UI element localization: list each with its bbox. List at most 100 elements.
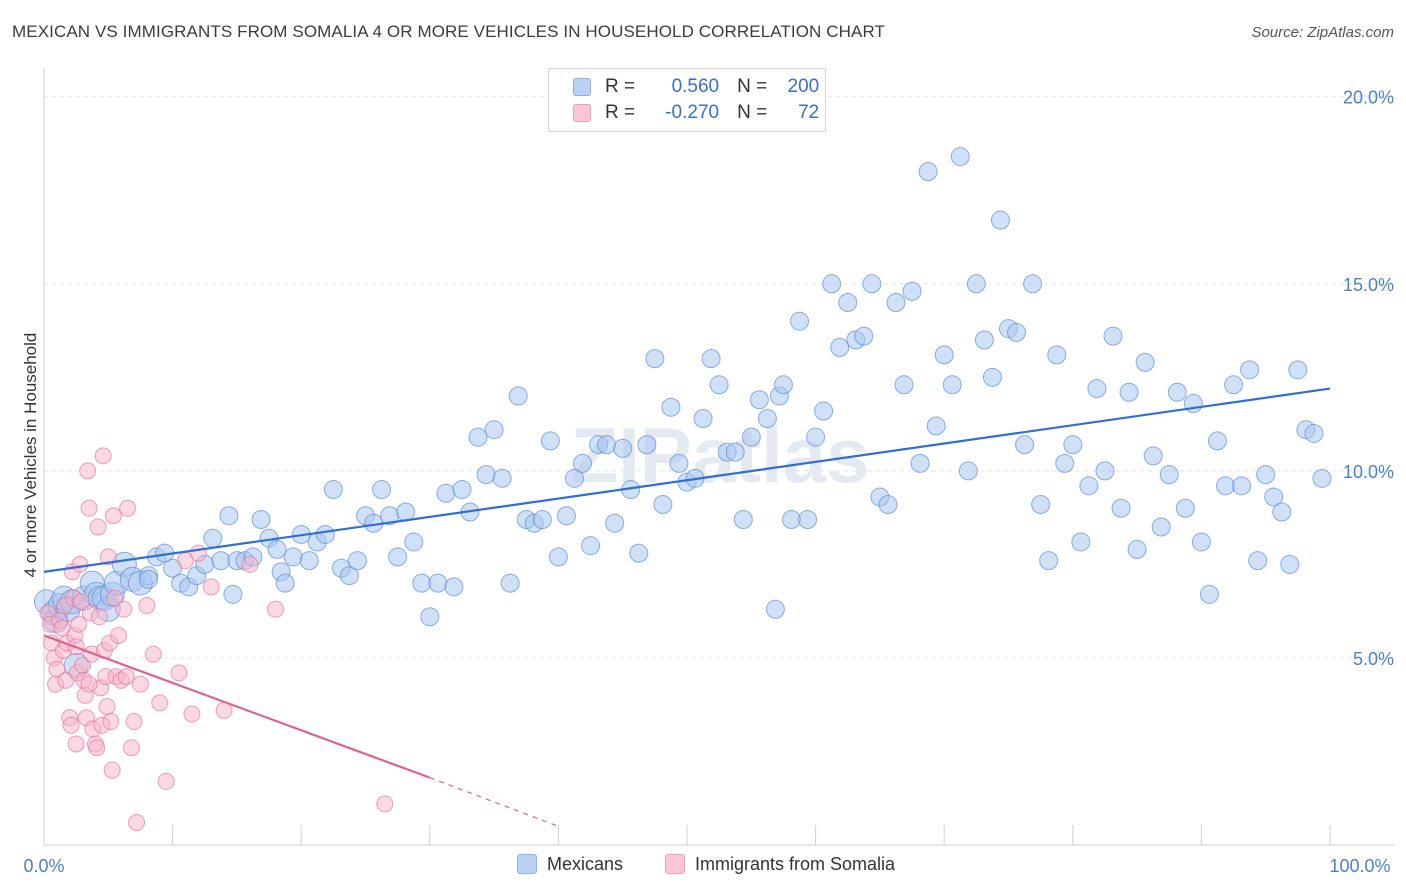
somalia-label: Immigrants from Somalia xyxy=(695,853,896,874)
data-point-somalia xyxy=(128,814,146,832)
data-point-mexicans xyxy=(1248,551,1268,571)
data-point-mexicans xyxy=(1063,435,1083,455)
data-point-mexicans xyxy=(741,427,761,447)
y-tick-labels: 5.0% 10.0% 15.0% 20.0% xyxy=(1343,88,1394,669)
legend-r-label: R = xyxy=(605,102,636,123)
data-point-somalia xyxy=(99,548,117,566)
bottom-legend-mexicans: Mexicans xyxy=(517,852,623,876)
data-point-somalia xyxy=(98,698,116,716)
data-point-mexicans xyxy=(1280,554,1300,574)
data-point-mexicans xyxy=(934,345,954,365)
data-point-mexicans xyxy=(733,509,753,529)
data-point-mexicans xyxy=(637,435,657,455)
data-point-mexicans xyxy=(669,453,689,473)
data-point-mexicans xyxy=(1071,532,1091,552)
legend-n-value: 72 xyxy=(798,102,820,123)
data-point-mexicans xyxy=(1023,274,1043,294)
data-point-mexicans xyxy=(211,551,231,571)
data-point-mexicans xyxy=(886,292,906,312)
data-point-mexicans xyxy=(982,367,1002,387)
data-point-mexicans xyxy=(749,390,769,410)
data-point-mexicans xyxy=(822,274,842,294)
data-point-mexicans xyxy=(412,573,432,593)
data-point-mexicans xyxy=(838,292,858,312)
data-point-mexicans xyxy=(765,599,785,619)
data-point-mexicans xyxy=(910,453,930,473)
data-point-mexicans xyxy=(974,330,994,350)
data-point-somalia xyxy=(53,619,71,637)
data-point-mexicans xyxy=(1264,487,1284,507)
data-point-mexicans xyxy=(1191,532,1211,552)
data-point-mexicans xyxy=(428,573,448,593)
data-point-mexicans xyxy=(283,547,303,567)
trend-line-somalia xyxy=(43,634,431,779)
data-point-somalia xyxy=(266,600,284,618)
data-point-somalia xyxy=(115,600,133,618)
data-point-mexicans xyxy=(1232,476,1252,496)
data-point-mexicans xyxy=(275,573,295,593)
data-point-mexicans xyxy=(1256,465,1276,485)
data-point-mexicans xyxy=(388,547,408,567)
data-point-mexicans xyxy=(1119,382,1139,402)
data-point-mexicans xyxy=(484,420,504,440)
legend-n-label: N = xyxy=(737,102,768,123)
data-point-somalia xyxy=(79,462,97,480)
axes xyxy=(43,68,1394,846)
data-point-mexicans xyxy=(790,311,810,331)
data-point-mexicans xyxy=(1111,498,1131,518)
data-point-mexicans xyxy=(532,509,552,529)
trend-line-mexicans xyxy=(43,387,1331,573)
data-point-mexicans xyxy=(540,431,560,451)
data-point-mexicans xyxy=(1103,326,1123,346)
trend-lines xyxy=(43,387,1331,827)
legend-r-label: R = xyxy=(605,76,636,97)
data-point-somalia xyxy=(88,739,106,757)
data-point-mexicans xyxy=(1039,551,1059,571)
data-point-somalia xyxy=(122,739,140,757)
y-tick-label: 15.0% xyxy=(1343,275,1394,295)
data-point-mexicans xyxy=(1207,431,1227,451)
data-point-mexicans xyxy=(223,584,243,604)
data-point-somalia xyxy=(119,499,137,517)
data-point-somalia xyxy=(144,645,162,663)
data-point-somalia xyxy=(67,735,85,753)
data-point-mexicans xyxy=(1055,453,1075,473)
chart-title: MEXICAN VS IMMIGRANTS FROM SOMALIA 4 OR … xyxy=(12,22,886,41)
data-point-mexicans xyxy=(878,495,898,515)
x-tick-labels: 0.0% 100.0% xyxy=(23,856,1390,876)
data-point-somalia xyxy=(103,761,121,779)
x-tick-label: 100.0% xyxy=(1329,856,1390,876)
data-point-somalia xyxy=(72,593,90,611)
data-point-mexicans xyxy=(1079,476,1099,496)
data-point-somalia xyxy=(70,615,88,633)
series-somalia xyxy=(39,447,394,832)
data-point-mexicans xyxy=(926,416,946,436)
data-point-mexicans xyxy=(581,536,601,556)
legend-r-value: 0.560 xyxy=(671,76,720,97)
data-point-somalia xyxy=(110,626,128,644)
series-mexicans xyxy=(33,147,1332,678)
data-point-mexicans xyxy=(902,281,922,301)
data-point-mexicans xyxy=(1304,423,1324,443)
data-point-mexicans xyxy=(1224,375,1244,395)
data-point-mexicans xyxy=(476,465,496,485)
data-point-somalia xyxy=(62,716,80,734)
y-axis-label: 4 or more Vehicles in Household xyxy=(21,333,40,578)
data-point-mexicans xyxy=(500,573,520,593)
data-point-mexicans xyxy=(347,551,367,571)
data-point-somalia xyxy=(170,664,188,682)
y-tick-label: 5.0% xyxy=(1353,649,1394,669)
data-point-mexicans xyxy=(573,453,593,473)
data-point-mexicans xyxy=(372,480,392,500)
data-point-somalia xyxy=(90,608,108,626)
data-point-mexicans xyxy=(958,461,978,481)
data-point-mexicans xyxy=(1272,502,1292,522)
data-point-mexicans xyxy=(854,326,874,346)
data-point-mexicans xyxy=(709,375,729,395)
data-point-mexicans xyxy=(1047,345,1067,365)
legend-r-value: -0.270 xyxy=(665,102,720,123)
data-point-mexicans xyxy=(1312,468,1332,488)
data-point-mexicans xyxy=(138,569,158,589)
data-point-mexicans xyxy=(773,375,793,395)
data-point-somalia xyxy=(241,555,259,573)
